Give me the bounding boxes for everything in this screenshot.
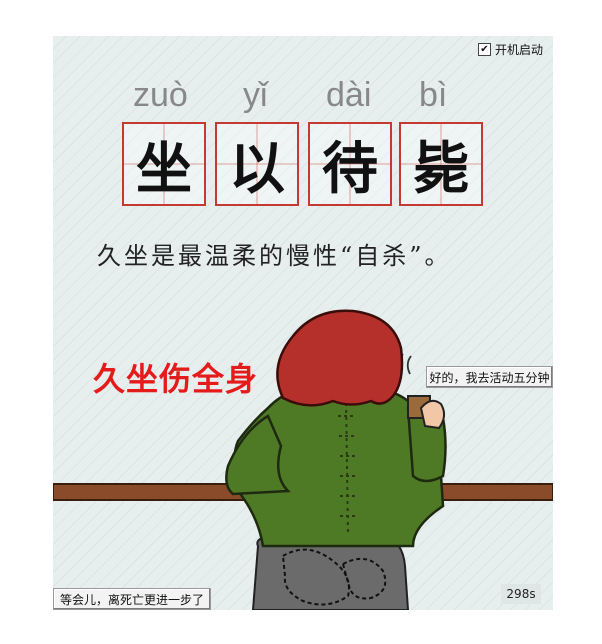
pinyin-3: dài: [326, 76, 372, 114]
idiom-char-3: 待: [322, 135, 378, 202]
pinyin-2: yǐ: [243, 76, 268, 114]
postpone-button[interactable]: 等会儿，离死亡更进一步了: [53, 588, 211, 610]
hand: [419, 399, 445, 430]
idiom-char-box-3: 待: [308, 122, 392, 206]
idiom-char-1: 坐: [136, 135, 192, 202]
slogan-text: 久坐是最温柔的慢性“自杀”。: [97, 242, 452, 270]
reminder-popup: ✔ 开机启动 zuò yǐ dài bì 坐 以 待 毙 久坐是最温柔的慢性“自…: [53, 36, 553, 610]
idiom-char-box-2: 以: [215, 122, 299, 206]
autostart-label: 开机启动: [494, 43, 543, 57]
warning-headline: 久坐伤全身: [93, 360, 259, 398]
exercise-button[interactable]: 好的，我去活动五分钟: [426, 366, 553, 388]
idiom-char-2: 以: [229, 135, 285, 202]
sitting-woman-illustration: [53, 309, 553, 610]
countdown-timer: 298s: [501, 584, 541, 604]
pinyin-1: zuò: [133, 76, 188, 114]
idiom-char-box-4: 毙: [399, 122, 483, 206]
pinyin-4: bì: [419, 76, 448, 114]
idiom-char-4: 毙: [413, 135, 469, 202]
autostart-checkbox[interactable]: ✔ 开机启动: [477, 41, 543, 58]
checkbox-check-icon[interactable]: ✔: [477, 43, 491, 56]
hair: [276, 309, 404, 407]
idiom-char-box-1: 坐: [122, 122, 206, 206]
